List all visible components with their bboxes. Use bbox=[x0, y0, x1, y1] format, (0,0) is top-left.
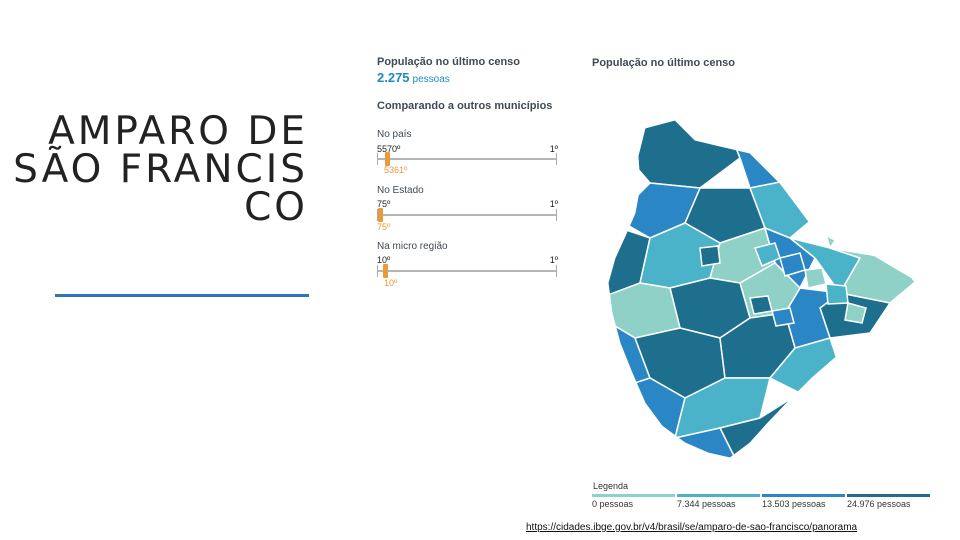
rank-micro-high: 1º bbox=[549, 255, 558, 265]
population-heading: População no último censo bbox=[377, 56, 521, 68]
rank-micro-track bbox=[377, 264, 557, 278]
rank-country-high: 1º bbox=[549, 144, 558, 154]
rank-state-label: No Estado bbox=[377, 185, 424, 196]
legend-label-3: 24.976 pessoas bbox=[847, 499, 911, 509]
rank-country-track bbox=[377, 152, 557, 166]
rank-state-low: 75º bbox=[377, 199, 391, 209]
slide-title: AMPARO DE SÃO FRANCISCO bbox=[13, 109, 308, 230]
population-number: 2.275 bbox=[377, 70, 410, 85]
rank-country-marker bbox=[385, 152, 390, 166]
state-municipalities-map bbox=[607, 119, 921, 459]
legend-label-0: 0 pessoas bbox=[592, 499, 634, 509]
rank-state-track bbox=[377, 208, 557, 222]
rank-state-high: 1º bbox=[549, 199, 558, 209]
rank-country-label: No país bbox=[377, 129, 412, 140]
map-legend: 0 pessoas 7.344 pessoas 13.503 pessoas 2… bbox=[592, 494, 930, 509]
legend-bar-0 bbox=[592, 494, 675, 497]
legend-bar-1 bbox=[677, 494, 760, 497]
population-value: 2.275 pessoas bbox=[377, 70, 450, 85]
legend-title: Legenda bbox=[593, 481, 629, 491]
population-unit: pessoas bbox=[412, 74, 450, 85]
compare-heading: Comparando a outros municípios bbox=[377, 100, 553, 112]
title-underline bbox=[55, 294, 309, 297]
rank-state-value: 75º bbox=[377, 222, 391, 232]
rank-micro-value: 10º bbox=[384, 278, 398, 288]
legend-label-1: 7.344 pessoas bbox=[677, 499, 736, 509]
map-heading: População no último censo bbox=[592, 57, 736, 69]
legend-bar-2 bbox=[762, 494, 845, 497]
rank-country-value: 5361º bbox=[384, 165, 408, 175]
rank-state-marker bbox=[378, 208, 383, 222]
rank-micro-label: Na micro região bbox=[377, 241, 448, 252]
population-stats-panel: População no último censo 2.275 pessoas C… bbox=[370, 52, 570, 292]
legend-bar-3 bbox=[847, 494, 930, 497]
source-link[interactable]: https://cidades.ibge.gov.br/v4/brasil/se… bbox=[526, 522, 858, 533]
rank-micro-low: 10º bbox=[377, 255, 391, 265]
rank-country-low: 5570º bbox=[377, 144, 401, 154]
legend-label-2: 13.503 pessoas bbox=[762, 499, 826, 509]
rank-micro-marker bbox=[383, 264, 389, 278]
